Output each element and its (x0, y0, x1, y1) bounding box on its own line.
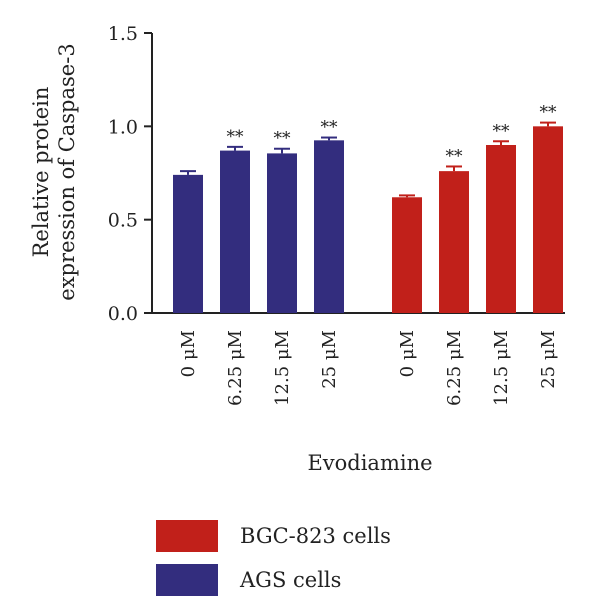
category-label: 12.5 μM (491, 330, 512, 406)
category-label: 6.25 μM (225, 330, 246, 406)
category-labels: 0 μM 6.25 μM 12.5 μM 25 μM 0 μM 6.25 μM 12.5 μ… (178, 330, 559, 406)
bar (533, 126, 563, 313)
category-label: 25 μM (538, 330, 559, 389)
y-ticks: 0.0 0.5 1.0 1.5 (108, 23, 152, 325)
bar (392, 197, 422, 313)
bars: ** ** ** ** ** ** (173, 103, 563, 313)
significance-marker: ** (540, 103, 558, 123)
legend-label: AGS cells (239, 568, 341, 592)
category-label: 0 μM (397, 330, 418, 377)
bar (439, 171, 469, 313)
category-label: 6.25 μM (444, 330, 465, 406)
significance-marker: ** (227, 127, 245, 147)
legend-swatch (156, 520, 218, 552)
bar (220, 150, 250, 313)
y-tick-label: 1.5 (108, 23, 138, 45)
significance-marker: ** (446, 146, 464, 166)
bar (267, 153, 297, 313)
category-label: 25 μM (319, 330, 340, 389)
y-tick-label: 0.5 (108, 210, 138, 232)
y-tick-label: 0.0 (108, 303, 138, 325)
legend: BGC-823 cells AGS cells (156, 520, 391, 596)
significance-marker: ** (493, 121, 511, 141)
legend-label: BGC-823 cells (240, 524, 391, 548)
y-axis-title-line-1: Relative protein (29, 87, 53, 258)
y-tick-label: 1.0 (108, 116, 138, 138)
bar (173, 174, 203, 313)
significance-marker: ** (321, 118, 339, 138)
x-axis-title: Evodiamine (307, 451, 432, 475)
bar (486, 145, 516, 313)
legend-swatch (156, 564, 218, 596)
category-label: 0 μM (178, 330, 199, 377)
bar (314, 140, 344, 313)
significance-marker: ** (274, 129, 292, 149)
category-label: 12.5 μM (272, 330, 293, 406)
y-axis-title-line-2: expression of Caspase-3 (55, 43, 79, 300)
